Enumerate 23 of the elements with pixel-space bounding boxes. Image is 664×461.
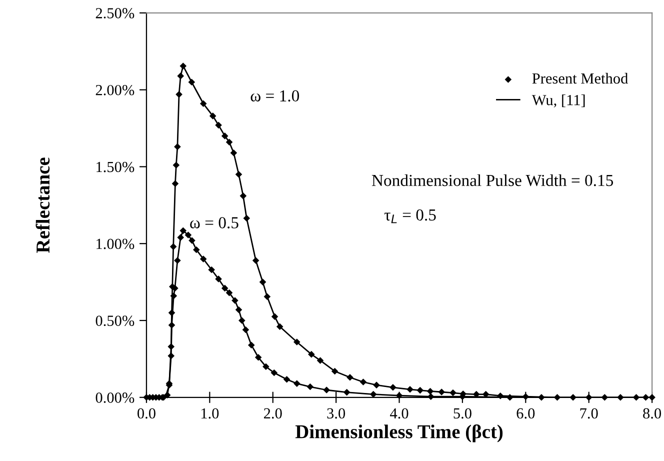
x-tick-label: 7.0 — [580, 408, 598, 419]
x-tick-label: 5.0 — [454, 408, 472, 419]
x-tick-label: 1.0 — [201, 408, 219, 419]
legend-label: Wu, [11] — [532, 94, 585, 108]
x-tick-label: 2.0 — [264, 408, 282, 419]
x-tick-label: 3.0 — [327, 408, 346, 419]
y-tick-label: 0.00% — [96, 392, 134, 403]
y-tick-label: 0.50% — [96, 316, 134, 326]
y-axis-title: Reflectance — [36, 158, 50, 253]
y-tick-label: 2.50% — [96, 8, 134, 18]
x-tick-label: 0.0 — [138, 408, 156, 419]
x-axis-title: Dimensionless Time (βct) — [295, 424, 503, 442]
legend-label: Present Method — [532, 72, 628, 84]
annotation: τ$_{L}$ = 0.5 — [384, 209, 436, 224]
annotation: ω = 1.0 — [250, 90, 300, 102]
annotation: ω = 0.5 — [190, 217, 238, 228]
y-tick-label: 1.00% — [96, 238, 134, 250]
x-tick-label: 4.0 — [390, 408, 408, 419]
y-tick-label: 2.00% — [96, 84, 134, 96]
y-tick-label: 1.50% — [96, 162, 134, 172]
x-tick-label: 8.0 — [643, 408, 662, 419]
annotation: Nondimensional Pulse Width = 0.15 — [372, 174, 614, 186]
x-tick-label: 6.0 — [516, 408, 535, 419]
